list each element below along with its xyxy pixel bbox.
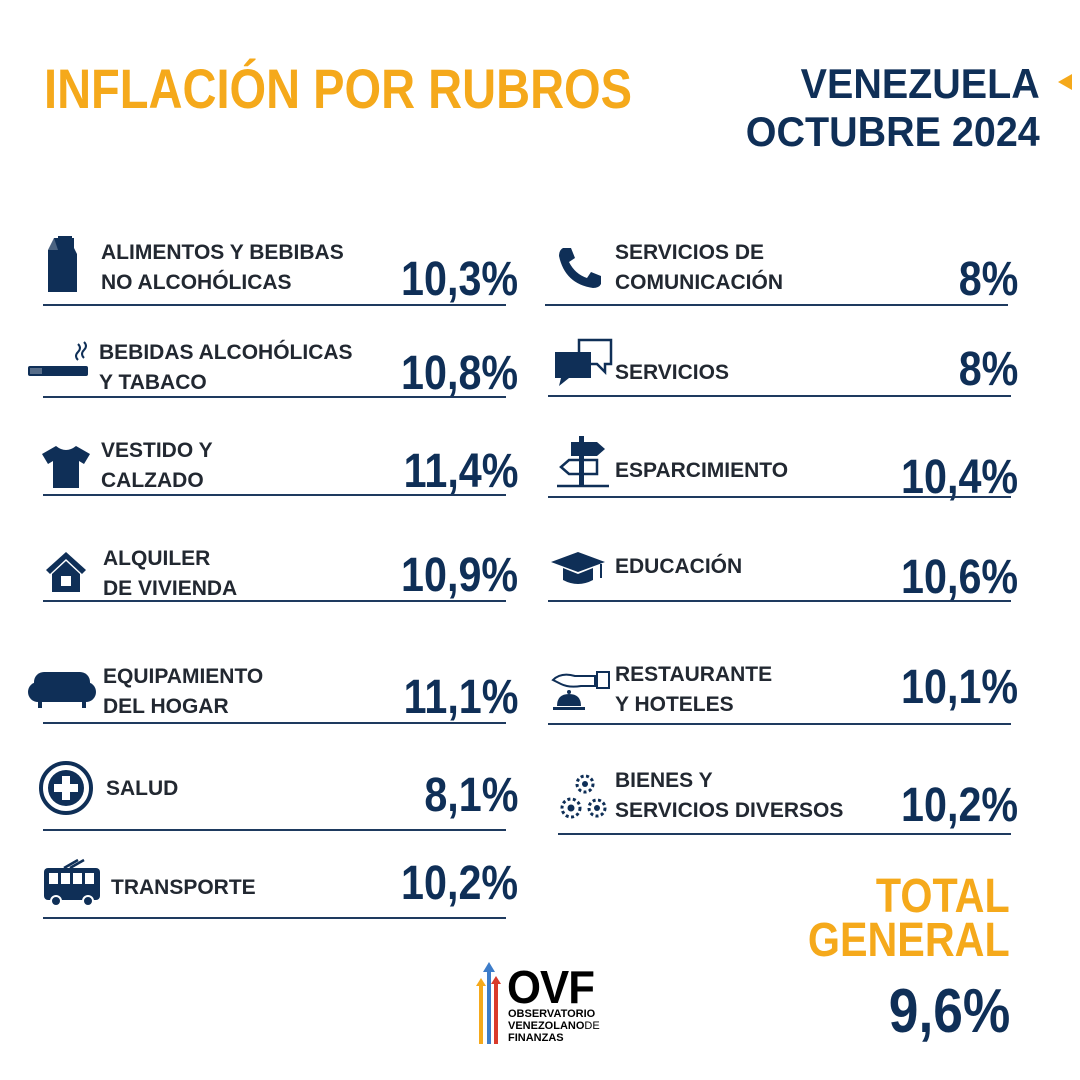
divider	[43, 600, 506, 602]
tshirt-icon	[42, 446, 90, 488]
category-value: 10,4%	[900, 451, 1018, 504]
sofa-icon	[28, 672, 96, 708]
category-recreation: ESPARCIMIENTO 10,4%	[545, 434, 1018, 514]
gears-icon	[560, 774, 607, 819]
divider	[548, 600, 1011, 602]
category-label: SERVICIOS DE COMUNICACIÓN	[615, 241, 783, 294]
total-value: 9,6%	[888, 977, 1010, 1046]
divider	[43, 829, 506, 831]
category-household: EQUIPAMIENTO DEL HOGAR 11,1%	[28, 656, 518, 736]
divider	[548, 395, 1011, 397]
period-label: OCTUBRE 2024	[746, 108, 1040, 155]
category-value: 11,1%	[403, 671, 518, 724]
category-value: 11,4%	[403, 445, 518, 498]
divider	[548, 723, 1011, 725]
category-transport: TRANSPORTE 10,2%	[28, 856, 518, 936]
page-title: INFLACIÓN POR RUBROS	[44, 57, 632, 120]
category-alcohol-tobacco: BEBIDAS ALCOHÓLICAS Y TABACO 10,8%	[28, 332, 518, 412]
divider	[558, 833, 1011, 835]
category-value: 10,8%	[400, 347, 518, 400]
category-label: SALUD	[106, 777, 179, 800]
category-housing: ALQUILER DE VIVIENDA 10,9%	[28, 538, 518, 618]
chat-bubbles-icon	[555, 338, 613, 386]
divider	[43, 917, 506, 919]
divider	[43, 304, 506, 306]
category-value: 10,1%	[900, 661, 1018, 714]
service-bell-icon	[551, 671, 610, 710]
cigarette-icon	[28, 341, 88, 376]
category-label: EQUIPAMIENTO DEL HOGAR	[103, 665, 264, 718]
category-label: EDUCACIÓN	[615, 555, 743, 578]
medical-cross-icon	[39, 761, 93, 815]
house-icon	[46, 552, 86, 592]
category-label: VESTIDO Y CALZADO	[101, 439, 213, 492]
divider	[545, 304, 1008, 306]
category-misc-goods: BIENES Y SERVICIOS DIVERSOS 10,2%	[545, 762, 1018, 842]
country-period: VENEZUELA OCTUBRE 2024	[746, 60, 1040, 156]
divider	[43, 722, 506, 724]
signpost-icon	[557, 436, 609, 488]
logo-subtitle: OBSERVATORIO VENEZOLANODE FINANZAS	[508, 1008, 600, 1044]
category-clothing: VESTIDO Y CALZADO 11,4%	[28, 430, 518, 510]
category-restaurants: RESTAURANTE Y HOTELES 10,1%	[545, 654, 1018, 734]
category-value: 8%	[958, 253, 1018, 306]
category-label: ALIMENTOS Y BEBIBAS NO ALCOHÓLICAS	[101, 241, 344, 294]
divider	[43, 494, 506, 496]
category-value: 10,2%	[400, 857, 518, 910]
category-value: 10,3%	[400, 253, 518, 306]
category-food: ALIMENTOS Y BEBIBAS NO ALCOHÓLICAS 10,3%	[28, 232, 518, 312]
category-label: SERVICIOS	[615, 361, 729, 384]
category-label: BEBIDAS ALCOHÓLICAS Y TABACO	[99, 341, 353, 394]
category-label: BIENES Y SERVICIOS DIVERSOS	[615, 769, 844, 822]
category-value: 10,6%	[900, 551, 1018, 604]
category-label: ALQUILER DE VIVIENDA	[103, 547, 238, 600]
divider	[548, 496, 1011, 498]
phone-icon	[559, 248, 601, 288]
logo-name: OVF	[507, 961, 595, 1013]
divider	[43, 396, 506, 398]
trolleybus-icon	[44, 858, 100, 907]
category-value: 10,9%	[400, 549, 518, 602]
category-label: TRANSPORTE	[111, 876, 256, 899]
category-services: SERVICIOS 8%	[545, 332, 1018, 412]
category-value: 8%	[958, 343, 1018, 396]
total-label: TOTAL GENERAL	[808, 870, 1010, 967]
category-label: ESPARCIMIENTO	[615, 459, 789, 482]
category-label: RESTAURANTE Y HOTELES	[615, 663, 773, 716]
graduation-cap-icon	[551, 552, 605, 584]
milk-carton-icon	[48, 236, 77, 292]
ovf-arrows-icon	[476, 962, 501, 1044]
arrow-marker-icon	[1058, 74, 1072, 90]
country-name: VENEZUELA	[800, 60, 1040, 107]
category-education: EDUCACIÓN 10,6%	[545, 538, 1018, 618]
category-value: 8,1%	[423, 769, 518, 822]
category-communication: SERVICIOS DE COMUNICACIÓN 8%	[545, 232, 1018, 312]
category-health: SALUD 8,1%	[28, 760, 518, 840]
category-value: 10,2%	[900, 779, 1018, 832]
ovf-logo: OVF OBSERVATORIO VENEZOLANODE FINANZAS	[470, 961, 620, 1046]
